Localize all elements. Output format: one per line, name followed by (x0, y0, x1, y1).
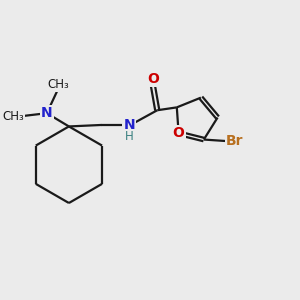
Text: O: O (173, 126, 184, 140)
Text: Br: Br (226, 134, 244, 148)
Text: N: N (124, 118, 135, 132)
Text: O: O (147, 72, 159, 86)
Text: CH₃: CH₃ (48, 78, 70, 91)
Text: H: H (125, 130, 134, 143)
Text: N: N (41, 106, 52, 120)
Text: CH₃: CH₃ (3, 110, 24, 123)
